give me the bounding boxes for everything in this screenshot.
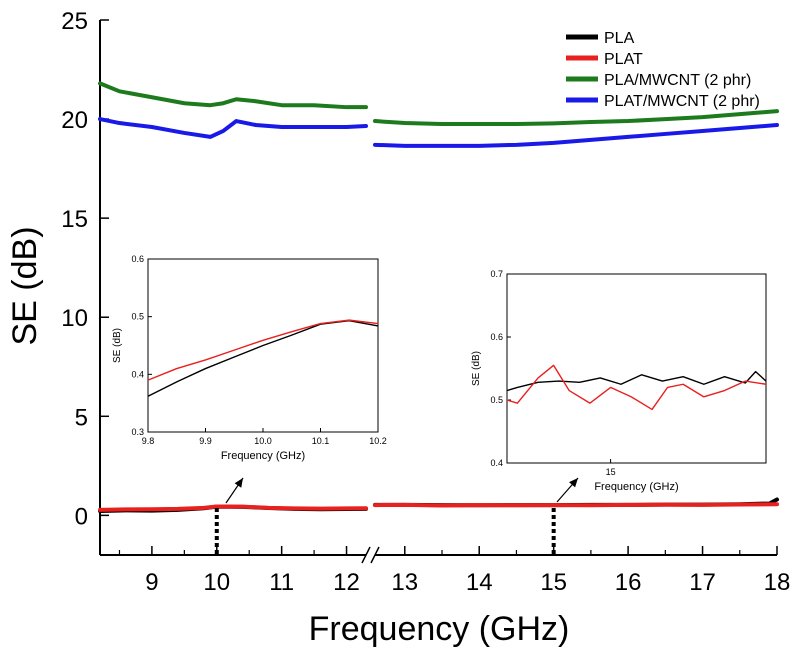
inset-y-tick-label: 0.3 <box>131 427 144 437</box>
inset-series-pla <box>506 370 767 392</box>
x-tick-label: 17 <box>689 569 716 596</box>
series-plat-left <box>98 504 368 512</box>
series-pla-mwcnt-2-phr--right <box>373 109 779 127</box>
inset-y-tick-label: 0.6 <box>490 332 503 342</box>
y-tick-label: 5 <box>75 404 88 431</box>
inset-x-tick-label: 9.8 <box>142 436 155 446</box>
inset-x-tick-label: 9.9 <box>199 436 212 446</box>
series-plat-mwcnt-2-phr--right <box>373 123 779 148</box>
main-plot: 0 5 10 15 20 25 9 10 11 12 13 14 15 16 17 18 <box>61 8 790 596</box>
inset-y-tick-label: 0.6 <box>131 254 144 264</box>
x-tick-label: 13 <box>391 569 418 596</box>
inset-frame <box>506 273 767 464</box>
inset-y-label: SE (dB) <box>112 328 123 363</box>
x-tick-label: 16 <box>615 569 642 596</box>
x-tick-label: 10 <box>203 569 230 596</box>
inset-series-plat <box>147 319 379 381</box>
inset-x-label: Frequency (GHz) <box>221 450 305 462</box>
x-tick-label: 11 <box>269 569 294 596</box>
legend-label: PLAT <box>604 51 643 68</box>
inset-right: 0.4 0.5 0.6 0.7 15 Frequency (GHz) SE (dB) <box>471 269 767 493</box>
y-tick-label: 20 <box>61 107 88 134</box>
inset-x-tick-label: 10.1 <box>312 436 330 446</box>
inset-series-plat <box>506 364 767 411</box>
inset-y-tick-label: 0.5 <box>131 312 144 322</box>
inset-y-tick-label: 0.4 <box>131 369 144 379</box>
legend: PLA PLAT PLA/MWCNT (2 phr) PLAT/MWCNT (2 ph… <box>566 30 760 110</box>
series-pla-mwcnt-2-phr--left <box>98 81 368 110</box>
legend-label: PLA <box>604 30 635 47</box>
axis-break-mark <box>370 546 380 564</box>
inset-left: 0.3 0.4 0.5 0.6 9.8 9.9 10.0 10.1 10.2 Frequency … <box>112 254 387 462</box>
inset-y-tick-label: 0.5 <box>490 395 503 405</box>
series-plat-mwcnt-2-phr--left <box>98 117 368 139</box>
x-tick-label: 15 <box>540 569 567 596</box>
legend-label: PLA/MWCNT (2 phr) <box>604 72 751 89</box>
y-tick-label: 10 <box>61 305 88 332</box>
legend-label: PLAT/MWCNT (2 phr) <box>604 93 760 110</box>
y-tick-label: 15 <box>61 206 88 233</box>
inset-x-tick-label: 10.0 <box>254 436 272 446</box>
x-tick-label: 18 <box>764 569 791 596</box>
axis-break-mark <box>361 546 371 564</box>
x-tick-label: 12 <box>333 569 360 596</box>
inset-y-tick-label: 0.7 <box>490 269 503 279</box>
x-axis-label: Frequency (GHz) <box>309 610 570 648</box>
inset-x-label: Frequency (GHz) <box>594 481 678 493</box>
callout-arrow-right-head <box>569 478 578 488</box>
y-tick-label: 0 <box>75 503 88 530</box>
inset-x-tick-label: 15 <box>606 467 616 477</box>
y-tick-label: 25 <box>61 8 88 35</box>
x-tick-label: 9 <box>145 569 158 596</box>
series-plat-right <box>373 502 779 508</box>
inset-x-tick-label: 10.2 <box>369 436 387 446</box>
inset-y-label: SE (dB) <box>471 351 482 386</box>
inset-y-tick-label: 0.4 <box>490 458 503 468</box>
y-axis-label: SE (dB) <box>6 226 44 345</box>
callout-arrow-left-head <box>234 478 243 488</box>
x-tick-label: 14 <box>466 569 493 596</box>
